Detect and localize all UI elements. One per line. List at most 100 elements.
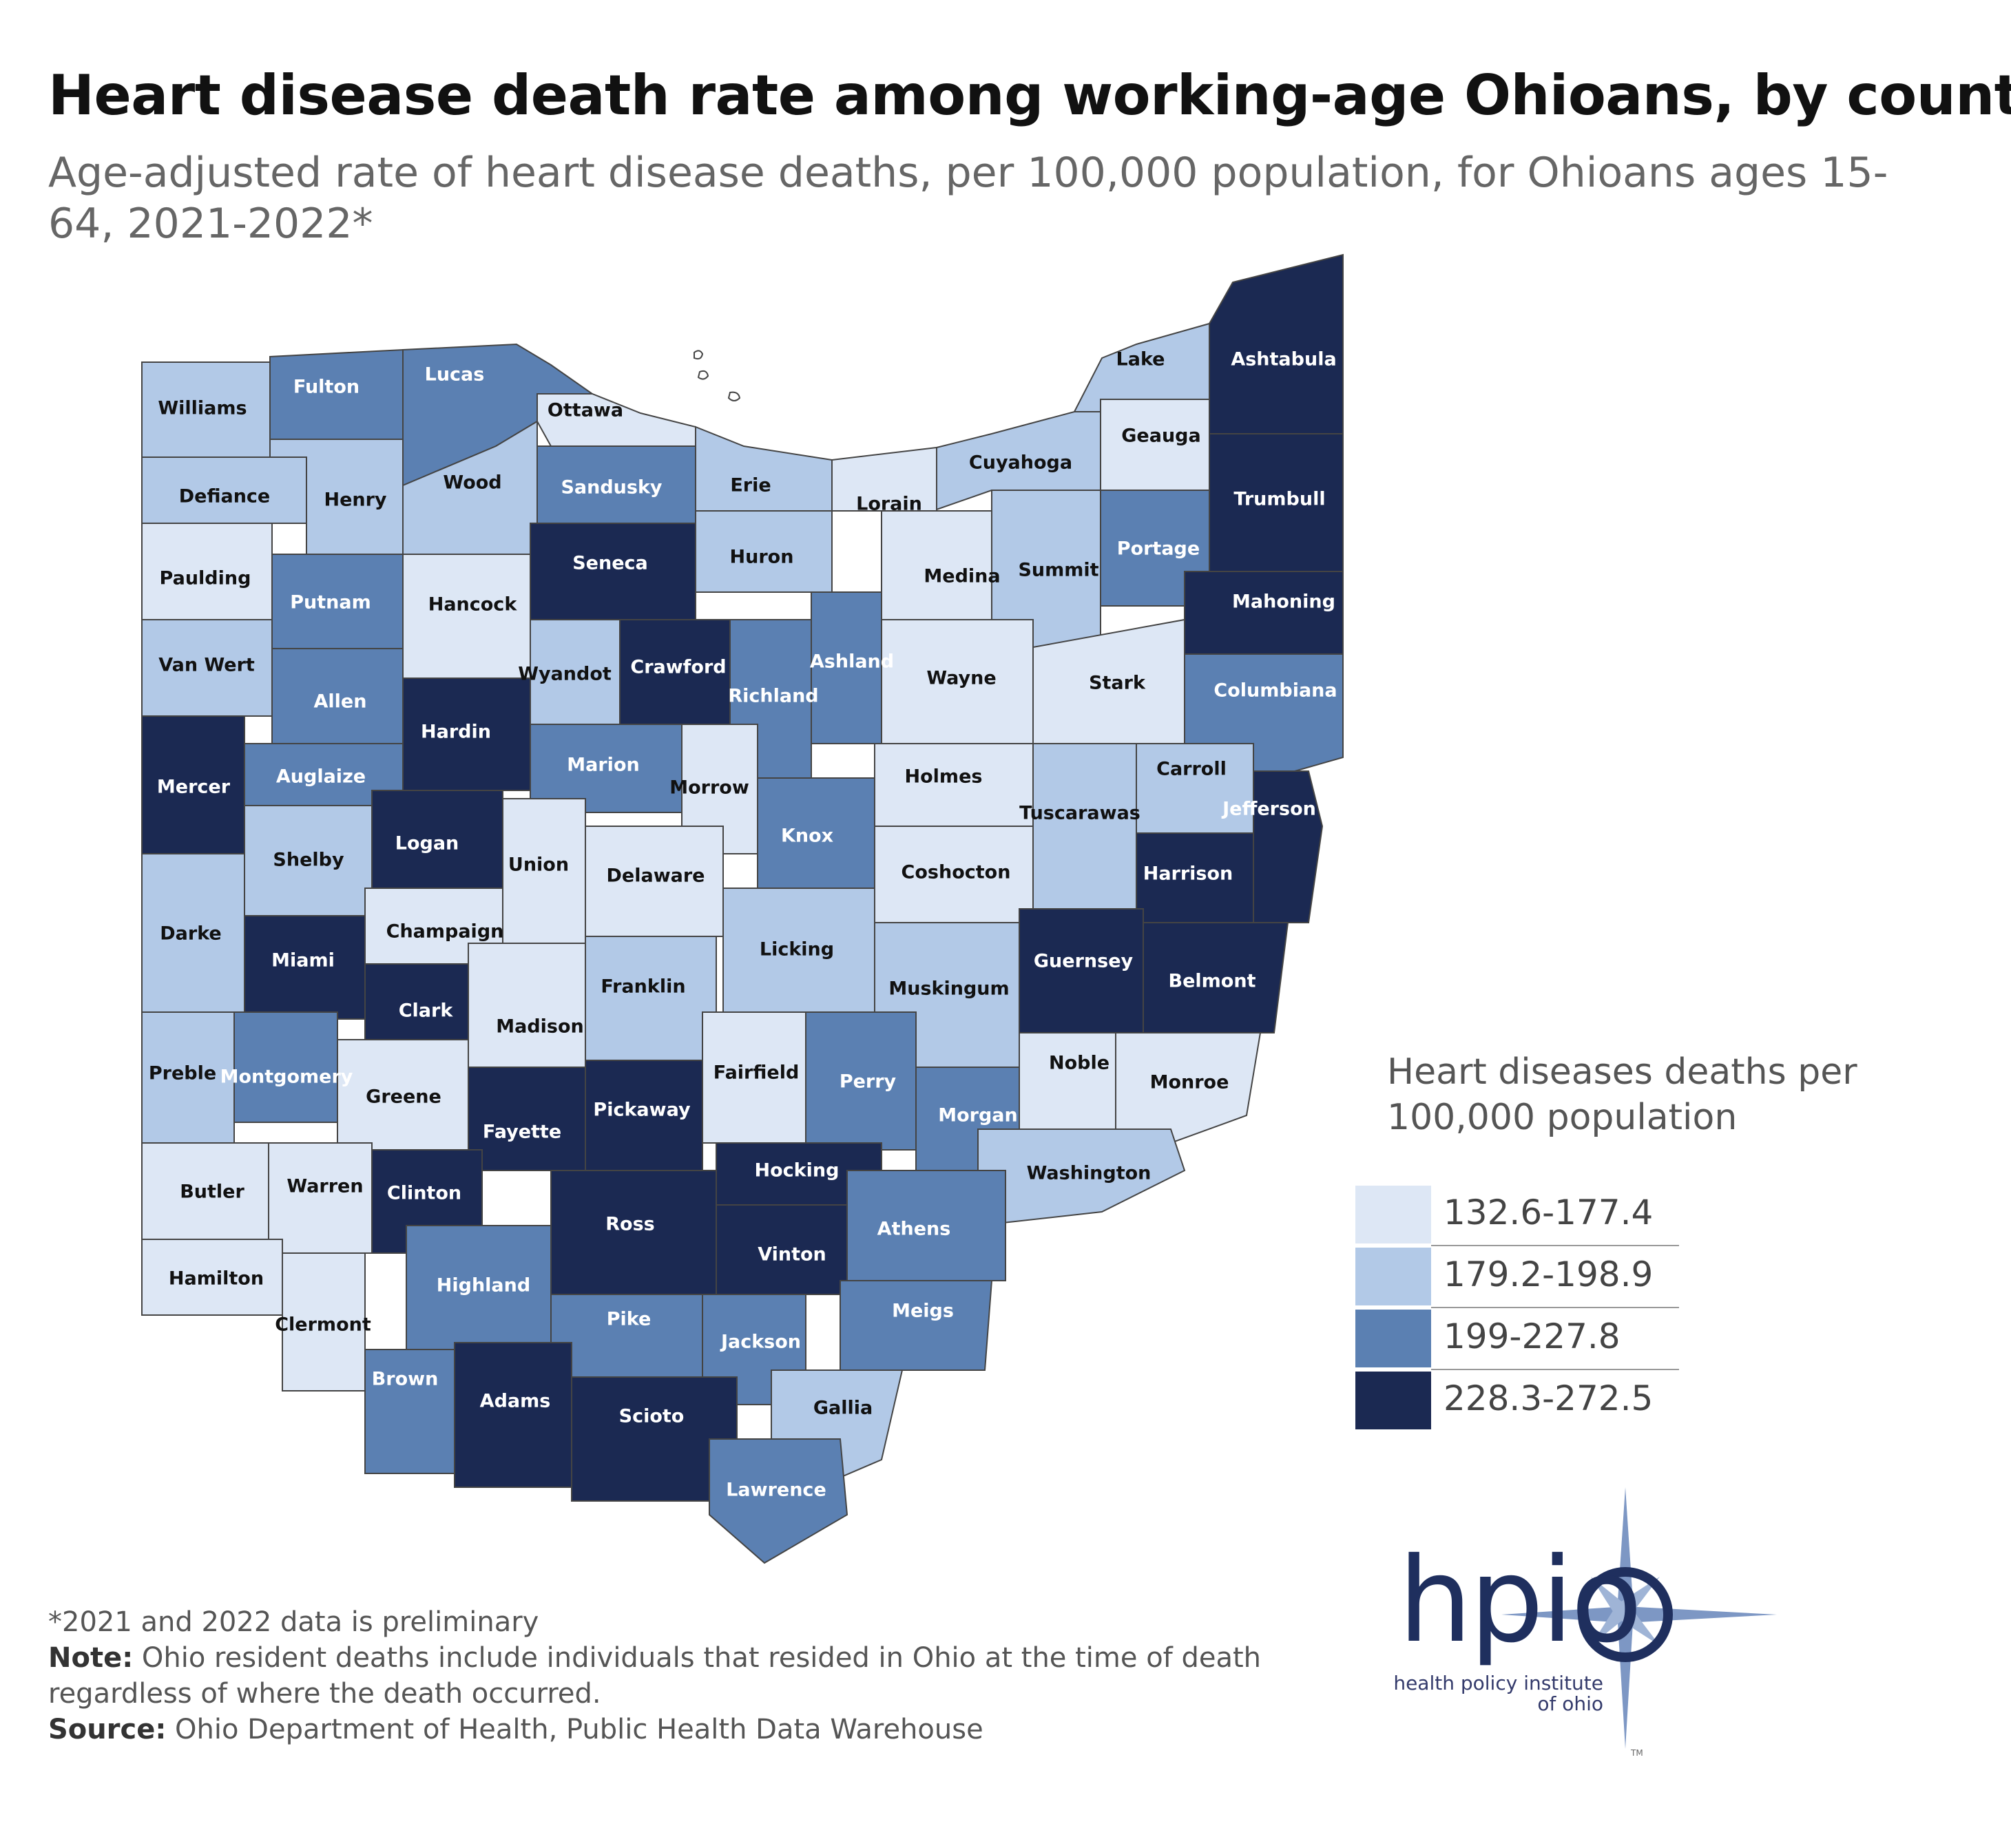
county-adams: [454, 1342, 572, 1488]
county-label-brown: Brown: [372, 1369, 439, 1390]
county-label-summit: Summit: [1018, 560, 1098, 581]
county-label-seneca: Seneca: [572, 553, 648, 574]
county-label-miami: Miami: [271, 950, 335, 972]
county-noble: [1019, 1032, 1116, 1130]
county-label-sandusky: Sandusky: [561, 477, 662, 498]
legend-divider: [1431, 1245, 1679, 1246]
logo-tagline-line2: of ohio: [1537, 1692, 1603, 1715]
county-label-lake: Lake: [1116, 349, 1165, 370]
county-label-madison: Madison: [496, 1016, 584, 1038]
source-line: Source: Ohio Department of Health, Publi…: [48, 1712, 1288, 1747]
lake-erie-islands: [694, 350, 741, 401]
county-label-champaign: Champaign: [386, 921, 504, 943]
county-lawrence: [709, 1438, 848, 1564]
county-label-hamilton: Hamilton: [169, 1268, 264, 1290]
county-label-paulding: Paulding: [160, 568, 251, 589]
county-label-trumbull: Trumbull: [1233, 489, 1325, 510]
county-label-van-wert: Van Wert: [158, 655, 255, 676]
county-label-geauga: Geauga: [1121, 426, 1200, 447]
county-label-clinton: Clinton: [387, 1183, 461, 1204]
legend-label: 132.6-177.4: [1444, 1193, 1654, 1232]
footnotes: *2021 and 2022 data is preliminary Note:…: [48, 1604, 1288, 1747]
county-label-jefferson: Jefferson: [1221, 799, 1316, 820]
note-text: Ohio resident deaths include individuals…: [48, 1642, 1262, 1710]
legend-swatch: [1355, 1248, 1431, 1305]
county-label-morrow: Morrow: [669, 777, 749, 799]
county-label-athens: Athens: [877, 1219, 951, 1240]
legend-title: Heart diseases deaths per 100,000 popula…: [1387, 1051, 1857, 1138]
county-label-pickaway: Pickaway: [593, 1100, 691, 1121]
county-label-vinton: Vinton: [758, 1244, 826, 1266]
county-jefferson: [1253, 770, 1324, 923]
county-label-belmont: Belmont: [1169, 971, 1256, 992]
legend-item: 179.2-198.9: [1355, 1246, 1713, 1308]
county-label-tuscarawas: Tuscarawas: [1019, 803, 1140, 824]
county-label-butler: Butler: [180, 1182, 244, 1203]
county-label-crawford: Crawford: [630, 657, 726, 678]
county-label-carroll: Carroll: [1156, 759, 1227, 780]
county-label-ashland: Ashland: [810, 651, 894, 673]
county-label-henry: Henry: [324, 490, 386, 511]
county-label-auglaize: Auglaize: [276, 766, 366, 788]
county-label-ottawa: Ottawa: [548, 400, 623, 421]
county-label-wyandot: Wyandot: [518, 664, 612, 685]
legend-label: 228.3-272.5: [1444, 1378, 1654, 1418]
county-label-cuyahoga: Cuyahoga: [969, 452, 1072, 474]
logo-tagline-line1: health policy institute: [1393, 1672, 1603, 1694]
legend-item: 228.3-272.5: [1355, 1370, 1713, 1432]
county-label-lucas: Lucas: [425, 364, 485, 386]
map-subtitle: Age-adjusted rate of heart disease death…: [48, 149, 1888, 248]
county-pike: [550, 1294, 703, 1378]
county-label-erie: Erie: [730, 475, 771, 496]
legend-label: 179.2-198.9: [1444, 1254, 1654, 1294]
compass-star-icon: TM: [1501, 1487, 1777, 1758]
logo-tagline: health policy institute of ohio: [1383, 1673, 1603, 1714]
county-label-union: Union: [508, 854, 569, 876]
logo-wordmark: hpio: [1398, 1533, 1643, 1669]
county-label-ross: Ross: [605, 1214, 654, 1235]
county-label-franklin: Franklin: [601, 976, 685, 998]
county-label-fairfield: Fairfield: [713, 1062, 800, 1084]
county-label-portage: Portage: [1117, 538, 1200, 560]
map-title: Heart disease death rate among working-a…: [48, 63, 2011, 127]
county-label-defiance: Defiance: [179, 486, 271, 507]
county-label-fayette: Fayette: [483, 1122, 561, 1143]
county-label-morgan: Morgan: [938, 1105, 1018, 1126]
county-label-holmes: Holmes: [905, 766, 983, 788]
source-text: Ohio Department of Health, Public Health…: [166, 1714, 983, 1745]
county-label-mercer: Mercer: [157, 777, 231, 798]
county-label-putnam: Putnam: [290, 592, 371, 613]
county-label-richland: Richland: [728, 686, 818, 707]
note-label: Note:: [48, 1642, 134, 1674]
trademark-mark: TM: [1630, 1748, 1643, 1758]
county-label-muskingum: Muskingum: [888, 978, 1009, 1000]
county-label-fulton: Fulton: [293, 377, 360, 398]
legend-label: 199-227.8: [1444, 1316, 1621, 1356]
county-label-meigs: Meigs: [892, 1301, 954, 1322]
county-tuscarawas: [1032, 743, 1137, 910]
county-label-lorain: Lorain: [856, 494, 922, 515]
note-line: Note: Ohio resident deaths include indiv…: [48, 1640, 1288, 1712]
county-label-gallia: Gallia: [813, 1398, 873, 1419]
county-franklin: [585, 936, 717, 1061]
county-label-logan: Logan: [395, 833, 459, 854]
legend-divider: [1431, 1307, 1679, 1308]
preliminary-note: *2021 and 2022 data is preliminary: [48, 1606, 539, 1638]
county-ashtabula: [1209, 253, 1344, 434]
county-label-guernsey: Guernsey: [1034, 951, 1134, 972]
county-hancock: [402, 554, 531, 679]
county-label-williams: Williams: [158, 398, 247, 419]
county-erie: [695, 426, 833, 512]
county-label-coshocton: Coshocton: [902, 862, 1011, 883]
legend: 132.6-177.4 179.2-198.9 199-227.8 228.3-…: [1355, 1184, 1713, 1432]
county-label-stark: Stark: [1089, 673, 1146, 694]
county-label-greene: Greene: [366, 1086, 441, 1108]
legend-item: 199-227.8: [1355, 1308, 1713, 1370]
county-label-columbiana: Columbiana: [1213, 680, 1337, 702]
source-label: Source:: [48, 1714, 167, 1745]
county-label-montgomery: Montgomery: [220, 1067, 353, 1088]
county-label-perry: Perry: [840, 1071, 897, 1093]
county-label-licking: Licking: [760, 939, 834, 960]
county-label-medina: Medina: [924, 566, 1000, 587]
